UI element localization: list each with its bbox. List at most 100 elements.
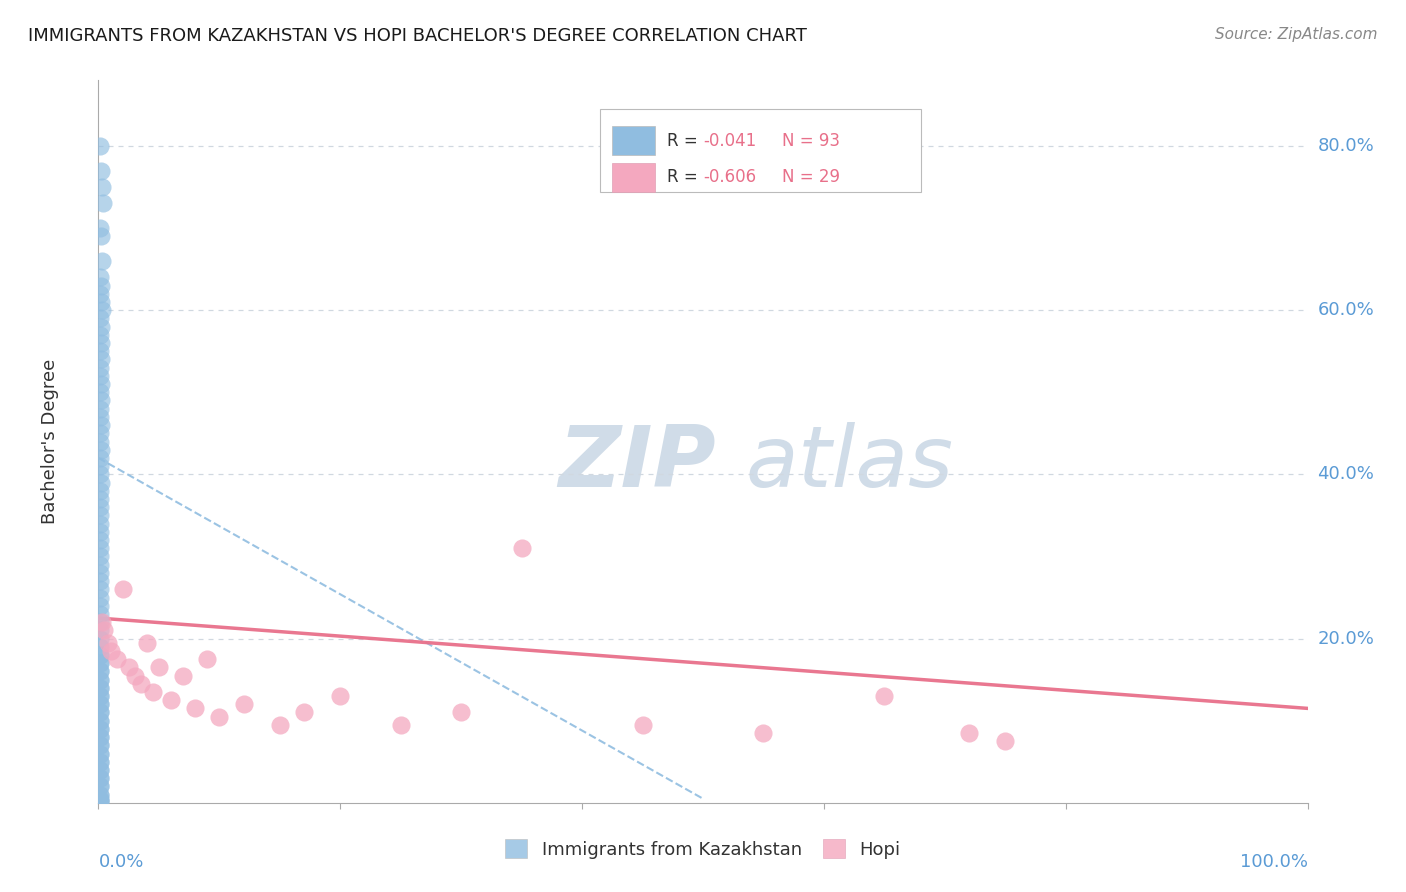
Point [89, 270, 111, 285]
Point [93, 624, 115, 638]
Point [89, 467, 111, 482]
Point [89, 491, 111, 506]
Point [91, 253, 114, 268]
Point [89, 722, 111, 736]
Point [89, 286, 111, 301]
Text: atlas: atlas [745, 422, 953, 505]
Point [160, 693, 183, 707]
Point [89, 599, 111, 613]
Point [184, 701, 207, 715]
Point [89, 788, 111, 802]
Point [89, 624, 111, 638]
Point [89, 755, 111, 769]
Point [89, 747, 111, 761]
Point [89, 722, 111, 736]
Point [89, 558, 111, 572]
Point [111, 582, 134, 597]
Point [148, 660, 170, 674]
Point [873, 689, 896, 703]
Point [89, 574, 111, 588]
Text: N = 29: N = 29 [782, 169, 839, 186]
Point [89, 706, 111, 720]
Text: 20.0%: 20.0% [1317, 630, 1374, 648]
Point [89, 657, 111, 671]
Text: N = 93: N = 93 [782, 132, 839, 150]
Point [89, 780, 111, 794]
Point [90, 319, 112, 334]
Point [89, 714, 111, 728]
Point [89, 615, 111, 630]
Point [89, 739, 111, 753]
Point [89, 632, 111, 646]
Point [631, 718, 654, 732]
Point [89, 681, 111, 695]
Point [89, 327, 111, 342]
FancyBboxPatch shape [613, 163, 655, 192]
Point [292, 706, 315, 720]
Point [89, 793, 111, 807]
Text: -0.041: -0.041 [703, 132, 756, 150]
Text: Bachelor's Degree: Bachelor's Degree [41, 359, 59, 524]
Point [208, 709, 231, 723]
Point [89, 788, 111, 802]
Point [90, 442, 112, 457]
Point [89, 344, 111, 359]
Text: 40.0%: 40.0% [1317, 466, 1374, 483]
Point [100, 644, 122, 658]
Text: Source: ZipAtlas.com: Source: ZipAtlas.com [1215, 27, 1378, 42]
Point [91, 615, 114, 630]
Point [89, 541, 111, 556]
Point [89, 665, 111, 679]
Point [89, 368, 111, 383]
Point [89, 747, 111, 761]
Point [91, 196, 114, 211]
Point [232, 698, 254, 712]
Point [89, 763, 111, 777]
Point [89, 673, 111, 687]
Point [89, 566, 111, 580]
Point [89, 673, 111, 687]
Text: 0.0%: 0.0% [98, 854, 143, 871]
Point [90, 475, 112, 490]
Point [89, 450, 111, 465]
Point [450, 706, 472, 720]
Point [89, 434, 111, 449]
Point [89, 582, 111, 597]
Point [89, 459, 111, 474]
Point [89, 763, 111, 777]
Point [89, 483, 111, 498]
Point [957, 726, 980, 740]
Point [91, 303, 114, 318]
Point [89, 221, 111, 235]
Point [89, 689, 111, 703]
Point [89, 516, 111, 531]
Point [269, 718, 291, 732]
Point [89, 689, 111, 703]
Point [89, 791, 111, 805]
Text: 60.0%: 60.0% [1317, 301, 1374, 319]
Point [118, 660, 141, 674]
Point [89, 508, 111, 523]
Point [195, 652, 218, 666]
Point [89, 524, 111, 539]
Point [90, 229, 112, 244]
Text: 100.0%: 100.0% [1240, 854, 1308, 871]
Point [89, 401, 111, 416]
Point [91, 180, 114, 194]
Point [89, 360, 111, 375]
Point [510, 541, 533, 556]
Point [97, 636, 120, 650]
Point [89, 426, 111, 441]
Point [389, 718, 412, 732]
Point [89, 794, 111, 808]
Point [89, 640, 111, 654]
FancyBboxPatch shape [600, 109, 921, 193]
Point [105, 652, 128, 666]
Legend: Immigrants from Kazakhstan, Hopi: Immigrants from Kazakhstan, Hopi [498, 832, 908, 866]
Point [89, 698, 111, 712]
Point [89, 533, 111, 547]
Point [90, 336, 112, 351]
Point [129, 677, 152, 691]
Point [89, 714, 111, 728]
Point [89, 706, 111, 720]
